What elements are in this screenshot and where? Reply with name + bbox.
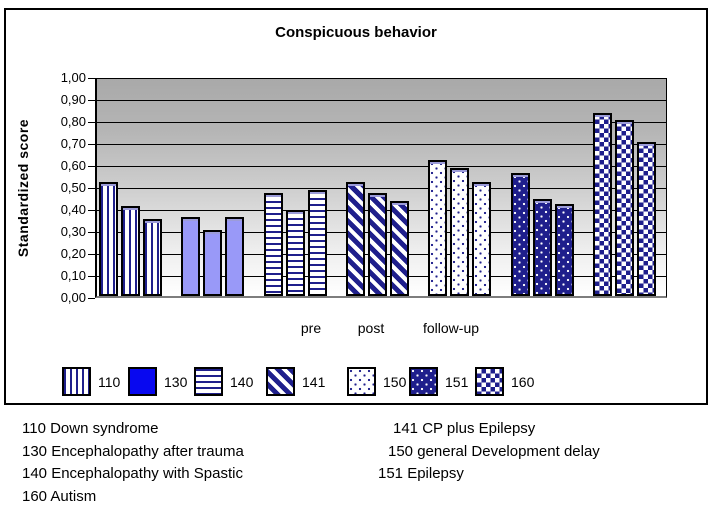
legend-label-110: 110	[98, 373, 121, 390]
x-axis-label-follow-up: follow-up	[422, 320, 480, 336]
y-tick-labels: 1,00 0,90 0,80 0,70 0,60 0,50 0,40 0,30 0,20 0,10…	[34, 70, 86, 305]
gridline	[97, 122, 666, 123]
gridline	[97, 100, 666, 101]
bar-141-pre	[345, 182, 365, 296]
bar-cluster-130	[181, 217, 245, 296]
y-axis-tick-mark	[88, 188, 95, 189]
y-axis-tick-mark	[88, 298, 95, 299]
y-tick-label: 0,70	[60, 136, 86, 151]
legend-item-151: 151	[409, 367, 468, 396]
bar-130-post	[203, 230, 223, 296]
bar-cluster-150	[428, 160, 492, 296]
legend-item-140: 140	[194, 367, 253, 396]
y-axis-title-text: Standardized score	[15, 118, 31, 258]
y-axis-tick-mark	[88, 210, 95, 211]
bar-140-pre	[263, 193, 283, 296]
bar-cluster-160	[592, 113, 656, 296]
bar-110-pre	[99, 182, 118, 296]
bar-150-pre	[428, 160, 448, 296]
gridline	[97, 188, 666, 189]
group-key-line: 160 Autism	[22, 487, 97, 505]
bar-151-post	[532, 199, 552, 296]
group-key-line: 130 Encephalopathy after trauma	[22, 442, 244, 460]
y-axis-tick-mark	[88, 100, 95, 101]
bar-160-post	[614, 120, 634, 296]
group-key-line: 151 Epilepsy	[378, 465, 464, 482]
legend-swatch-140	[194, 367, 223, 396]
legend-label-141: 141	[302, 373, 326, 390]
y-axis-title: Standardized score	[13, 78, 33, 298]
bar-cluster-151	[510, 173, 574, 296]
y-tick-label: 0,40	[60, 202, 86, 217]
legend-item-141: 141	[266, 367, 325, 396]
x-axis-label-pre: pre	[300, 320, 322, 336]
group-key-right-column: 141 CP plus Epilepsy 150 general Developm…	[378, 418, 600, 486]
bar-140-post	[285, 210, 305, 296]
y-tick-label: 0,80	[60, 114, 86, 129]
legend-label-140: 140	[230, 373, 254, 390]
legend: 110 130 140 141 150 151 160	[6, 367, 706, 399]
y-axis-tick-mark	[88, 122, 95, 123]
legend-item-130: 130	[128, 367, 187, 396]
bar-110-follow-up	[143, 219, 162, 296]
y-tick-label: 0,50	[60, 180, 86, 195]
y-tick-label: 0,90	[60, 92, 86, 107]
bar-150-post	[450, 168, 470, 296]
bar-150-follow-up	[472, 182, 492, 296]
legend-swatch-110	[62, 367, 91, 396]
bar-cluster-140	[263, 190, 327, 296]
y-axis-tick-mark	[88, 254, 95, 255]
y-tick-label: 1,00	[60, 70, 86, 85]
group-key-line: 141 CP plus Epilepsy	[393, 420, 536, 437]
legend-item-160: 160	[475, 367, 534, 396]
gridline	[97, 166, 666, 167]
legend-swatch-141	[266, 367, 295, 396]
legend-label-151: 151	[445, 373, 469, 390]
bar-141-post	[367, 193, 387, 296]
y-axis-tick-mark	[88, 78, 95, 79]
chart-frame: Conspicuous behavior Standardized score …	[4, 8, 708, 405]
legend-label-160: 160	[511, 373, 535, 390]
legend-label-150: 150	[383, 373, 407, 390]
gridline	[97, 144, 666, 145]
y-axis-tick-mark	[88, 144, 95, 145]
legend-swatch-160	[475, 367, 504, 396]
y-tick-label: 0,30	[60, 224, 86, 239]
legend-swatch-151	[409, 367, 438, 396]
y-axis-tick-mark	[88, 232, 95, 233]
bars	[97, 79, 666, 296]
legend-swatch-150	[347, 367, 376, 396]
bar-130-follow-up	[225, 217, 245, 296]
bar-cluster-141	[345, 182, 409, 296]
bar-140-follow-up	[307, 190, 327, 296]
y-tick-label: 0,60	[60, 158, 86, 173]
legend-label-130: 130	[164, 373, 188, 390]
bar-160-pre	[592, 113, 612, 296]
x-axis-label-post: post	[357, 320, 385, 336]
legend-item-110: 110	[62, 367, 120, 396]
y-tick-label: 0,00	[60, 290, 86, 305]
y-tick-label: 0,20	[60, 246, 86, 261]
group-key-line: 150 general Development delay	[388, 442, 600, 460]
bar-130-pre	[181, 217, 201, 296]
bar-cluster-110	[99, 182, 162, 296]
bar-141-follow-up	[389, 201, 409, 296]
plot-area	[88, 78, 667, 299]
group-key-line: 140 Encephalopathy with Spastic	[22, 465, 243, 482]
legend-swatch-130	[128, 367, 157, 396]
legend-item-150: 150	[347, 367, 406, 396]
y-axis-tick-mark	[88, 276, 95, 277]
bar-160-follow-up	[636, 142, 656, 296]
group-key-line: 110 Down syndrome	[22, 420, 159, 437]
y-tick-label: 0,10	[60, 268, 86, 283]
bar-151-pre	[510, 173, 530, 296]
chart-title: Conspicuous behavior	[275, 24, 437, 41]
bar-110-post	[121, 206, 140, 296]
group-key-left-column: 110 Down syndrome 130 Encephalopathy afte…	[22, 418, 244, 508]
y-axis-tick-mark	[88, 166, 95, 167]
bar-151-follow-up	[554, 204, 574, 296]
